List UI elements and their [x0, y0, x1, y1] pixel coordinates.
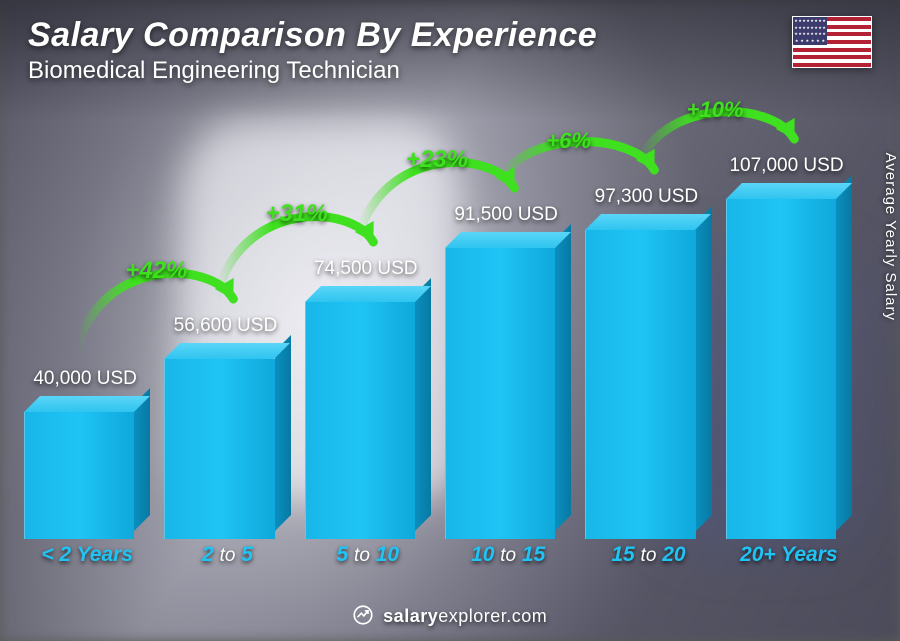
bar-value-label: 74,500 USD	[314, 258, 418, 280]
bar-slot: 107,000 USD	[726, 120, 852, 539]
bars-container: 40,000 USD56,600 USD74,500 USD91,500 USD…	[24, 120, 852, 539]
bar-side-face	[415, 278, 431, 531]
bar-front-face	[24, 412, 134, 539]
bar-side-face	[275, 335, 291, 531]
title-block: Salary Comparison By Experience Biomedic…	[28, 16, 597, 85]
bar-value-label: 40,000 USD	[33, 368, 137, 390]
salaryexplorer-logo-icon	[353, 605, 373, 625]
bar-front-face	[445, 248, 555, 539]
bar-slot: 56,600 USD	[164, 120, 290, 539]
footer-brand-bold: salary	[383, 606, 438, 626]
bar-side-face	[555, 224, 571, 531]
footer: salaryexplorer.com	[0, 605, 900, 627]
footer-brand: salaryexplorer.com	[383, 606, 547, 626]
x-axis-labels: < 2 Years 2 to 5 5 to 10 10 to 15 15 to 20 20…	[24, 543, 852, 579]
bar-value-label: 97,300 USD	[595, 186, 699, 208]
bar-slot: 74,500 USD	[305, 120, 431, 539]
bar-top-face	[585, 214, 711, 230]
page-title: Salary Comparison By Experience	[28, 16, 597, 55]
salary-bar: 74,500 USD	[305, 302, 431, 539]
salary-bar-chart: 40,000 USD56,600 USD74,500 USD91,500 USD…	[24, 120, 852, 579]
footer-brand-rest: explorer.com	[438, 606, 547, 626]
bar-front-face	[585, 230, 695, 539]
flag-stripe	[793, 63, 871, 67]
salary-bar: 97,300 USD	[585, 230, 711, 539]
bar-front-face	[726, 199, 836, 539]
salary-bar: 91,500 USD	[445, 248, 571, 539]
flag-canton: ★★★★★★★★★★★★★★★★★★★★★★★★★★★★★★	[793, 17, 827, 45]
bar-side-face	[836, 175, 852, 531]
bar-front-face	[164, 359, 274, 539]
bar-top-face	[305, 286, 431, 302]
bar-slot: 97,300 USD	[585, 120, 711, 539]
bar-value-label: 91,500 USD	[454, 204, 558, 226]
x-axis-label: 20+ Years	[726, 543, 852, 579]
bar-value-label: 107,000 USD	[729, 155, 843, 177]
bar-value-label: 56,600 USD	[174, 315, 278, 337]
x-axis-label: < 2 Years	[24, 543, 150, 579]
y-axis-label: Average Yearly Salary	[882, 152, 899, 320]
bar-top-face	[726, 183, 852, 199]
bar-top-face	[164, 343, 290, 359]
salary-bar: 56,600 USD	[164, 359, 290, 539]
salary-bar: 40,000 USD	[24, 412, 150, 539]
page-subtitle: Biomedical Engineering Technician	[28, 57, 597, 85]
header: Salary Comparison By Experience Biomedic…	[28, 16, 872, 85]
bar-top-face	[24, 396, 150, 412]
x-axis-label: 2 to 5	[164, 543, 290, 579]
x-axis-label: 10 to 15	[445, 543, 571, 579]
bar-side-face	[696, 206, 712, 531]
bar-front-face	[305, 302, 415, 539]
salary-bar: 107,000 USD	[726, 199, 852, 539]
bar-top-face	[445, 232, 571, 248]
country-flag-us: ★★★★★★★★★★★★★★★★★★★★★★★★★★★★★★	[792, 16, 872, 68]
bar-slot: 91,500 USD	[445, 120, 571, 539]
bar-slot: 40,000 USD	[24, 120, 150, 539]
x-axis-label: 5 to 10	[305, 543, 431, 579]
x-axis-label: 15 to 20	[585, 543, 711, 579]
